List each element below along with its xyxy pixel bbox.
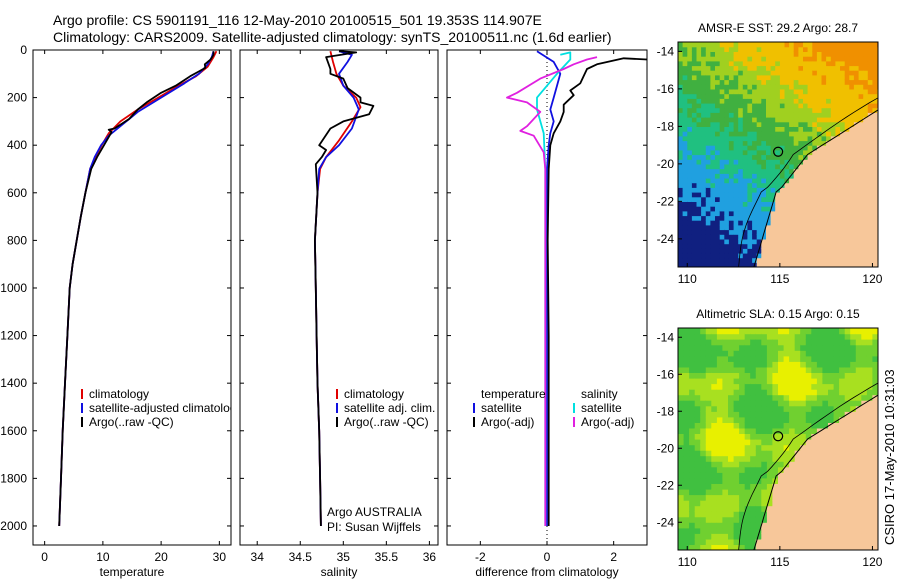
map-cells	[678, 42, 878, 267]
y-tick-label: 400	[7, 138, 27, 152]
map-cells	[678, 328, 878, 550]
sla-map: Altimetric SLA: 0.15 Argo: 0.15 110 115 120…	[657, 307, 883, 569]
legend-label: satellite-adjusted climatology	[89, 401, 242, 415]
coastline	[753, 394, 878, 550]
series-group	[314, 50, 375, 527]
y-tick-label: 1200	[0, 329, 27, 343]
y-tick-label: -18	[657, 119, 675, 133]
x-tick-label: 36	[423, 550, 437, 564]
x-tick-label: 0	[544, 550, 551, 564]
series-group	[58, 50, 218, 527]
series-line-3	[314, 50, 375, 527]
legend-label: satellite	[481, 401, 522, 415]
series-group	[506, 50, 647, 526]
y-tick-label: -22	[657, 478, 675, 492]
x-tick-label: 20	[154, 550, 168, 564]
legend-group-title: temperature	[481, 387, 546, 401]
legend-label: climatology	[344, 387, 404, 401]
legend-label: climatology	[89, 387, 149, 401]
x-tick-label: 0	[41, 550, 48, 564]
legend-label: Argo(-adj)	[481, 415, 534, 429]
y-tick-label: 0	[20, 43, 27, 57]
y-tick-label: -18	[657, 404, 675, 418]
legend-label: satellite adj. clim.	[344, 401, 435, 415]
profile-panel-2: 34 34.5 35 35.5 36 salinity	[239, 49, 439, 579]
map-frame	[677, 41, 879, 268]
x-tick-label: 35.5	[375, 550, 399, 564]
panel-frame	[32, 49, 232, 546]
x-tick-label: 115	[770, 555, 789, 569]
x-tick-label: 30	[213, 550, 227, 564]
depth-contour	[738, 97, 878, 267]
panel-frame	[239, 49, 439, 546]
y-tick-label: -16	[657, 367, 675, 381]
map-frame	[677, 327, 879, 551]
x-tick-label: 115	[770, 272, 789, 286]
sst-map: AMSR-E SST: 29.2 Argo: 28.7 110 115 120 -14 -…	[657, 21, 883, 286]
y-tick-label: -22	[657, 194, 675, 208]
legend-label: satellite	[581, 401, 622, 415]
y-tick-label: -14	[657, 330, 675, 344]
y-tick-label: -16	[657, 82, 675, 96]
y-tick-label: 1400	[0, 376, 27, 390]
coastline	[753, 109, 878, 267]
x-tick-label: 120	[862, 555, 882, 569]
y-tick-label: -24	[657, 232, 675, 246]
x-tick-label: -2	[475, 550, 486, 564]
series-line-4	[506, 56, 598, 526]
profile-panel-1: 0 10 20 30 0 200 400 600 800 1000 1200 1400 1600 1800…	[0, 43, 232, 579]
x-tick-label: 110	[678, 555, 697, 569]
y-tick-label: 1800	[0, 471, 27, 485]
map-title: Altimetric SLA: 0.15 Argo: 0.15	[696, 307, 860, 321]
figure-title-line2: Climatology: CARS2009. Satellite-adjuste…	[53, 29, 612, 45]
y-tick-label: -20	[657, 441, 675, 455]
figure-title-line1: Argo profile: CS 5901191_116 12-May-2010…	[53, 12, 542, 28]
x-tick-label: 2	[610, 550, 617, 564]
x-axis-label: salinity	[321, 565, 358, 579]
x-tick-label: 110	[678, 272, 697, 286]
y-tick-label: -20	[657, 157, 675, 171]
y-tick-label: 2000	[0, 519, 27, 533]
x-tick-label: 120	[862, 272, 882, 286]
y-tick-label: -24	[657, 515, 675, 529]
series-line-2	[546, 57, 647, 526]
y-tick-label: 200	[7, 91, 27, 105]
y-tick-label: 800	[7, 233, 27, 247]
y-tick-label: 1000	[0, 281, 27, 295]
x-axis-label: difference from climatology	[475, 565, 618, 579]
legend-group-title: salinity	[581, 387, 618, 401]
y-tick-label: 1600	[0, 424, 27, 438]
x-tick-label: 34	[251, 550, 265, 564]
side-label: CSIRO 17-May-2010 10:31:03	[882, 369, 897, 545]
x-axis-label: temperature	[100, 565, 165, 579]
y-tick-label: -14	[657, 44, 675, 58]
annotation-line2: PI: Susan Wijffels	[327, 520, 421, 534]
x-tick-label: 34.5	[289, 550, 313, 564]
legend-label: Argo(..raw -QC)	[344, 415, 429, 429]
y-tick-label: 600	[7, 186, 27, 200]
legend-panel-3: temperaturesatelliteArgo(-adj)salinitysa…	[473, 387, 634, 429]
argo-position-marker	[773, 146, 784, 157]
series-line-3	[58, 51, 215, 527]
depth-contour	[738, 382, 878, 550]
legend-label: Argo(-adj)	[581, 415, 634, 429]
map-title: AMSR-E SST: 29.2 Argo: 28.7	[698, 21, 858, 35]
argo-position-marker	[773, 431, 784, 442]
x-tick-label: 35	[337, 550, 351, 564]
series-line-1	[536, 50, 562, 526]
annotation-line1: Argo AUSTRALIA	[327, 505, 422, 519]
legend-label: Argo(..raw -QC)	[89, 415, 174, 429]
x-tick-label: 10	[96, 550, 110, 564]
